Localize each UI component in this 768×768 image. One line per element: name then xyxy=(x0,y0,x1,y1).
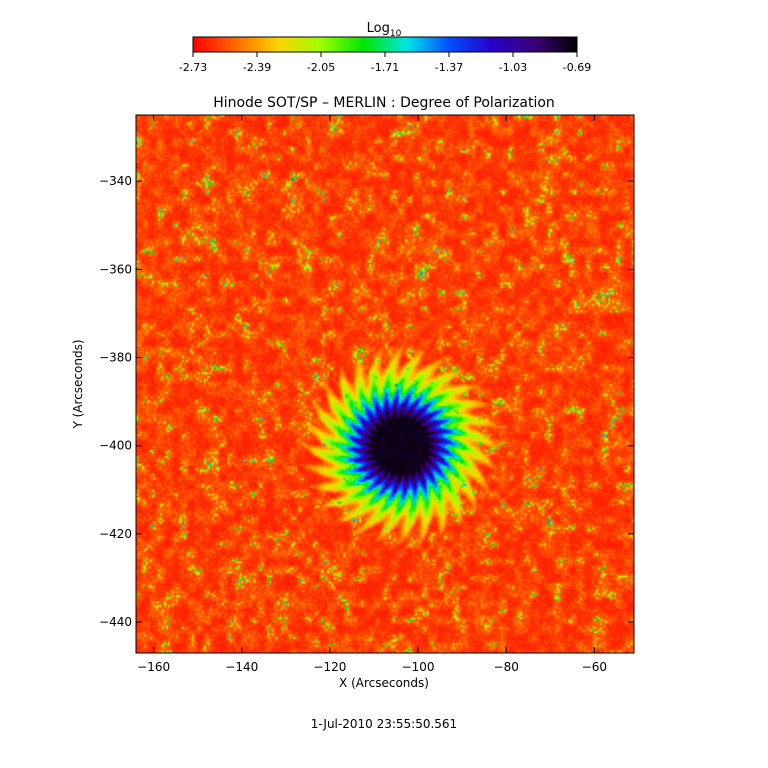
x-axis-label: X (Arcseconds) xyxy=(339,676,429,690)
colorbar-ticks: -2.73 -2.39 -2.05 -1.71 -1.37 -1.03 -0.69 xyxy=(179,52,591,74)
x-tick-label: −100 xyxy=(402,660,435,674)
y-axis: −340 −360 −380 −400 −420 −440 xyxy=(99,174,634,629)
y-axis-label: Y (Arcseconds) xyxy=(71,339,85,429)
timestamp: 1-Jul-2010 23:55:50.561 xyxy=(311,717,457,731)
colorbar-tick-label: -0.69 xyxy=(563,61,591,74)
x-axis: −160 −140 −120 −100 −80 −60 xyxy=(137,115,607,674)
colorbar-tick-label: -2.73 xyxy=(179,61,207,74)
plot-area xyxy=(135,114,635,654)
y-tick-label: −360 xyxy=(99,262,132,276)
y-tick-label: −340 xyxy=(99,174,132,188)
y-tick-label: −440 xyxy=(99,615,132,629)
colorbar-tick-label: -1.03 xyxy=(499,61,527,74)
plot-frame xyxy=(135,114,635,654)
colorbar-tick-label: -2.39 xyxy=(243,61,271,74)
colorbar-tick-label: -1.71 xyxy=(371,61,399,74)
chart-title: Hinode SOT/SP – MERLIN : Degree of Polar… xyxy=(213,95,555,111)
colorbar-tick-label: -2.05 xyxy=(307,61,335,74)
x-tick-label: −160 xyxy=(137,660,170,674)
x-tick-label: −80 xyxy=(494,660,519,674)
colorbar-label-sub: 10 xyxy=(390,29,402,39)
y-tick-label: −380 xyxy=(99,351,132,365)
colorbar: Log10 -2.73 -2.39 -2.05 -1.71 -1.37 -1.03 -0.6… xyxy=(179,21,591,74)
y-tick-label: −420 xyxy=(99,527,132,541)
colorbar-gradient xyxy=(192,36,578,53)
x-tick-label: −60 xyxy=(582,660,607,674)
x-tick-label: −140 xyxy=(225,660,258,674)
colorbar-tick-label: -1.37 xyxy=(435,61,463,74)
y-tick-label: −400 xyxy=(99,439,132,453)
polarization-heatmap xyxy=(136,115,634,653)
colorbar-label: Log10 xyxy=(367,21,402,39)
x-tick-label: −120 xyxy=(313,660,346,674)
colorbar-label-base: Log xyxy=(367,21,390,36)
